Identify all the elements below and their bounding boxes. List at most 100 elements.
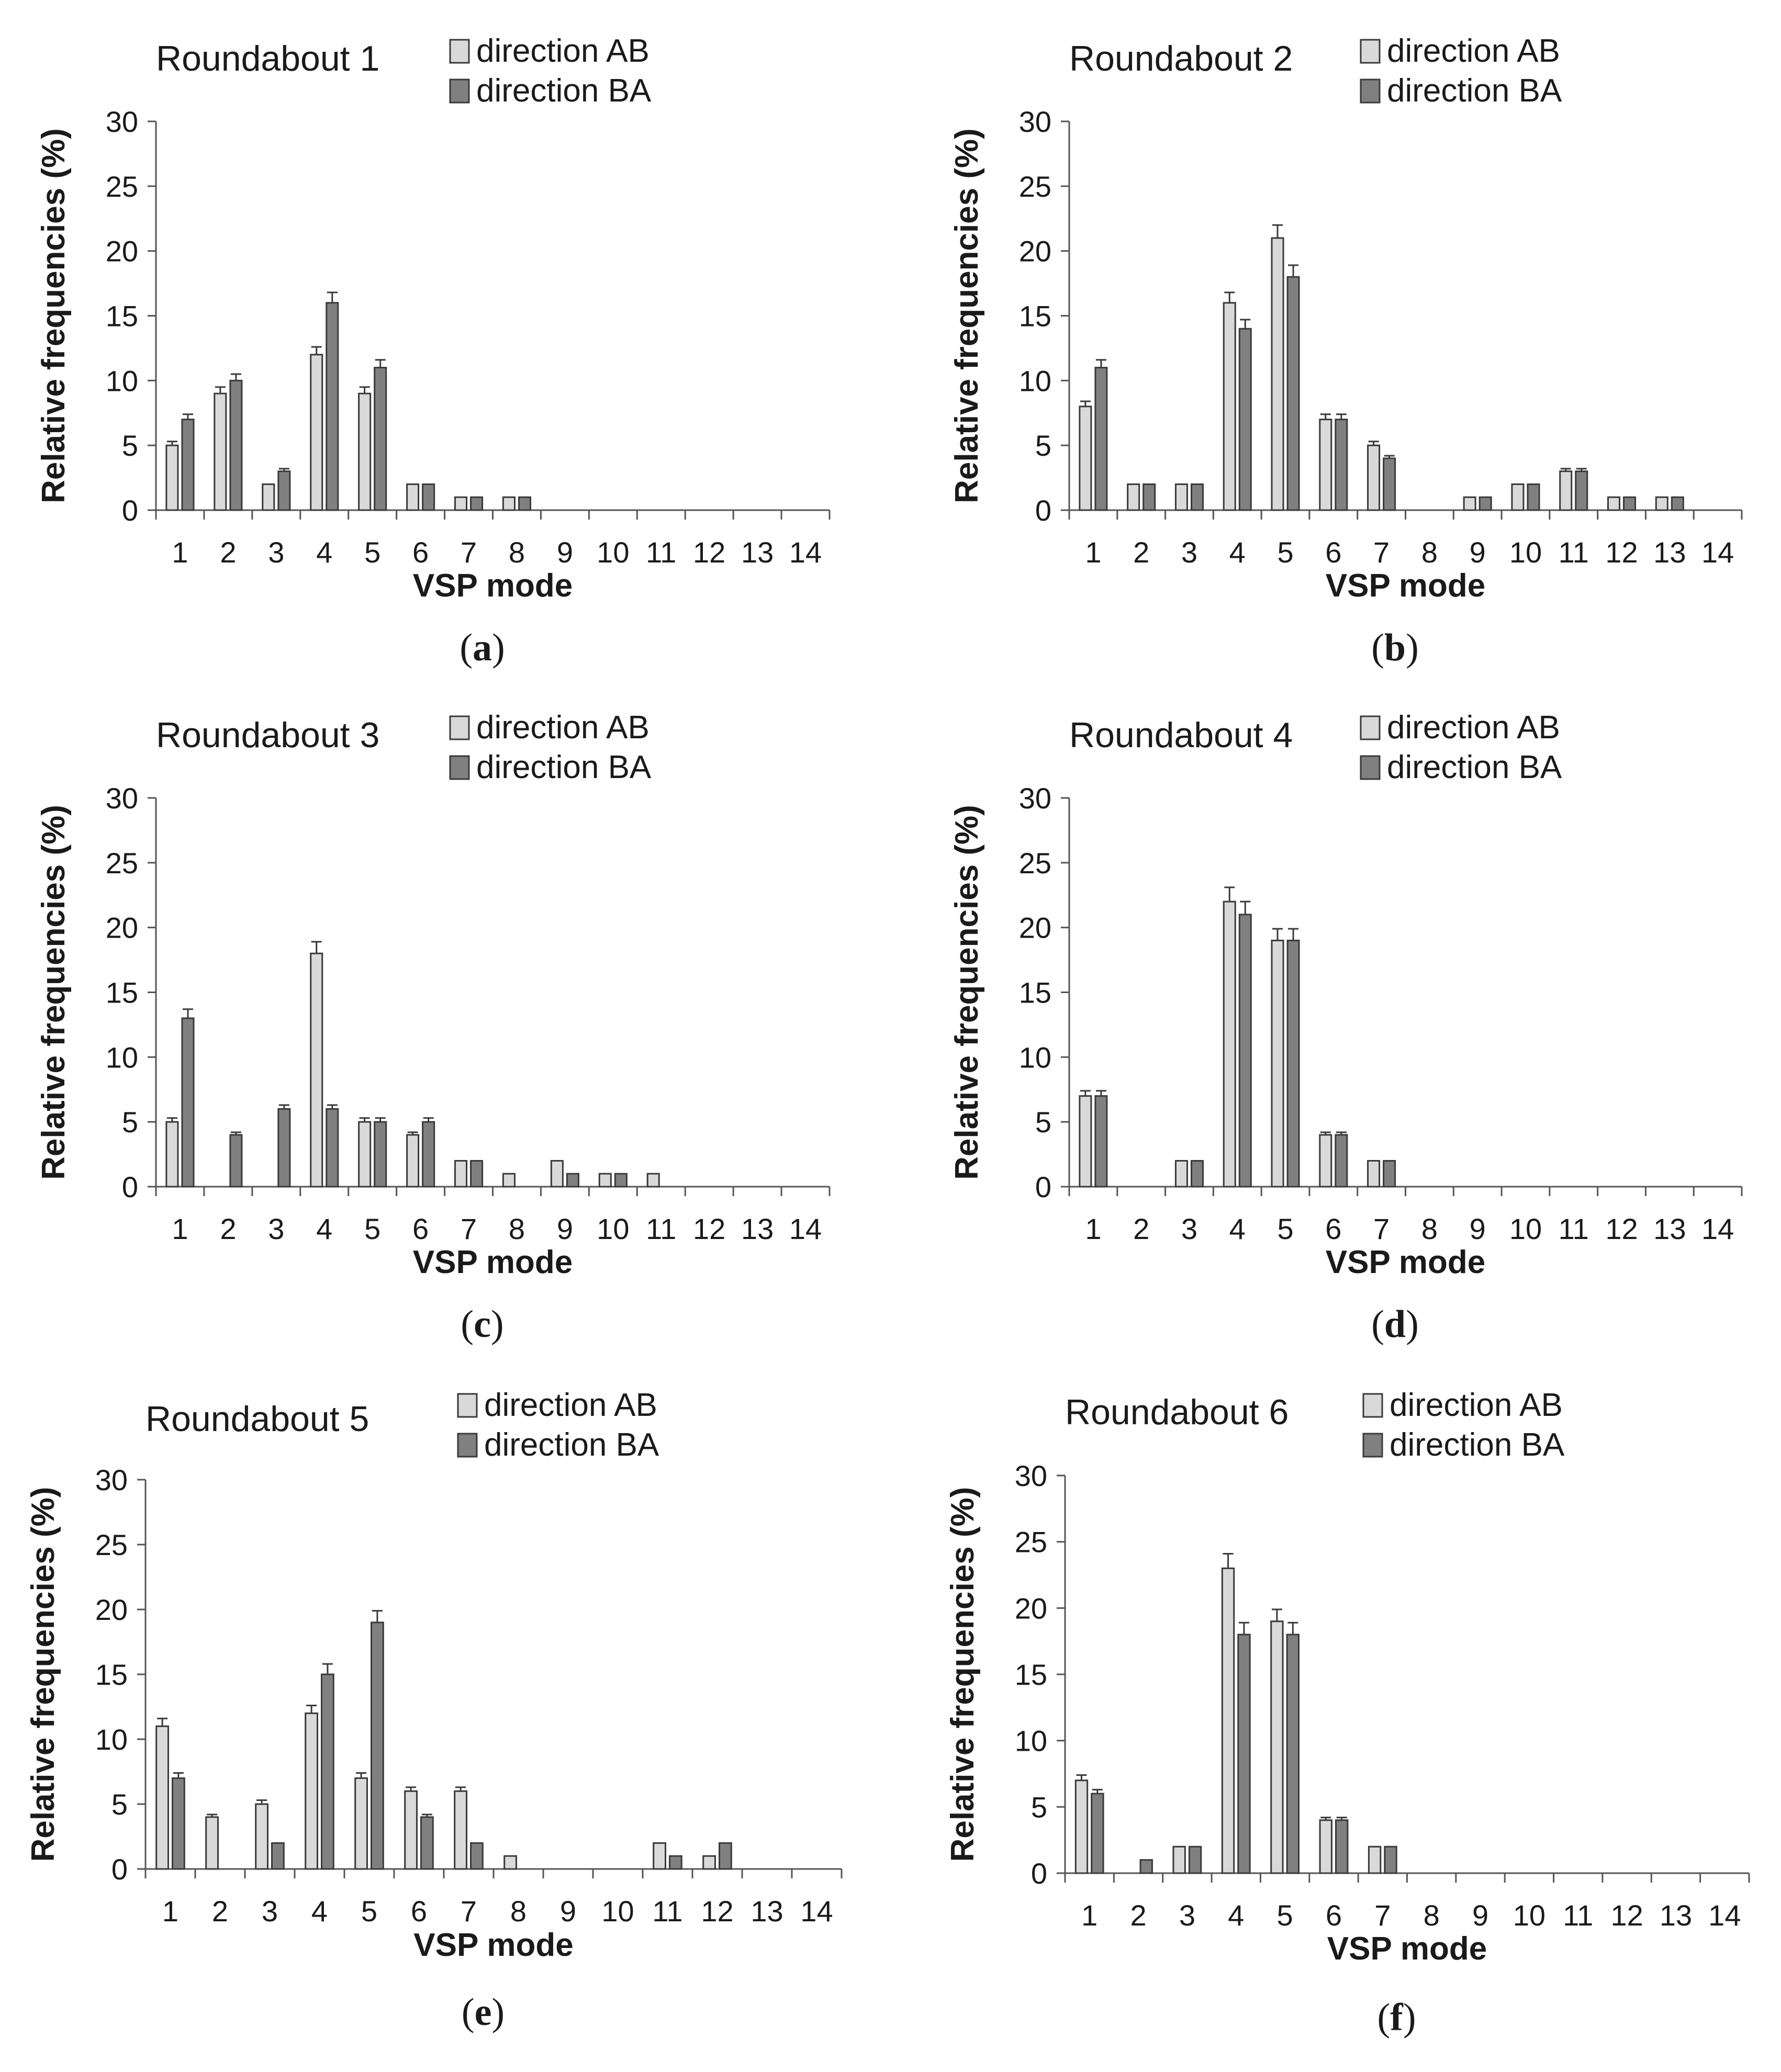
- x-tick-label: 6: [1325, 536, 1341, 569]
- x-axis-label: VSP mode: [1326, 568, 1486, 604]
- x-tick-label: 5: [1277, 1212, 1293, 1245]
- x-tick-label: 13: [1653, 1212, 1686, 1245]
- bar-ba-mode-8: [518, 496, 532, 511]
- legend-label-ab: direction AB: [476, 33, 649, 69]
- error-bar-ba-mode-3: [278, 468, 289, 471]
- bar-ab-mode-8: [502, 496, 516, 511]
- y-axis-label: Relative frequencies (%): [25, 1487, 61, 1862]
- x-tick-label: 11: [652, 1895, 682, 1928]
- legend-label-ab: direction AB: [484, 1387, 657, 1423]
- x-tick-label: 9: [557, 536, 573, 569]
- bar-ab-mode-6: [406, 483, 420, 511]
- x-tick-label: 5: [1277, 536, 1293, 569]
- x-tick-label: 2: [1133, 1212, 1149, 1245]
- bar-ba-mode-3: [1190, 483, 1204, 511]
- error-bar-ba-mode-1: [173, 1772, 184, 1778]
- y-tick-label: 10: [1019, 1041, 1051, 1074]
- x-tick-label: 12: [693, 1212, 725, 1245]
- bar-ab-mode-12: [702, 1855, 716, 1870]
- bar-ab-mode-4: [310, 952, 323, 1188]
- bar-ab-mode-7: [1367, 1159, 1381, 1188]
- bar-ab-mode-10: [1511, 483, 1525, 511]
- x-tick-label: 3: [268, 1212, 284, 1245]
- x-tick-label: 1: [172, 1212, 188, 1245]
- chart-panel-a: Roundabout 1 direction AB direction BA 0 5 10…: [36, 33, 831, 669]
- bar-ab-mode-1: [165, 444, 179, 511]
- x-tick-label: 10: [597, 536, 629, 569]
- error-bar-ba-mode-4: [1238, 1621, 1249, 1635]
- error-bar-ba-mode-3: [278, 1104, 289, 1109]
- error-bar-ab-mode-1: [166, 441, 177, 446]
- error-bar-ab-mode-1: [1080, 400, 1091, 407]
- chart-panel-e: Roundabout 5 direction AB direction BA 0 5 10…: [25, 1387, 843, 2034]
- x-axis-label: VSP mode: [413, 1244, 573, 1280]
- error-bar-ab-mode-1: [1076, 1774, 1087, 1781]
- x-tick-label: 6: [412, 1212, 429, 1245]
- x-tick-label: 3: [1179, 1899, 1195, 1932]
- bar-ba-mode-4: [326, 1108, 339, 1188]
- x-tick-label: 5: [1277, 1899, 1293, 1932]
- bar-ba-mode-12: [719, 1842, 732, 1870]
- legend-label-ba: direction BA: [476, 73, 652, 109]
- error-bar-ab-mode-7: [455, 1786, 466, 1792]
- y-tick-label: 15: [1019, 300, 1051, 333]
- legend-swatch-ab: [1360, 39, 1381, 64]
- x-tick-label: 10: [1509, 536, 1542, 569]
- y-tick-label: 0: [1035, 494, 1051, 527]
- error-bar-ab-mode-2: [207, 1814, 218, 1817]
- bar-ab-mode-1: [165, 1121, 179, 1188]
- bar-ab-mode-3: [255, 1803, 269, 1870]
- panel-label: (e): [462, 1991, 505, 2034]
- error-bar-ba-mode-6: [421, 1814, 432, 1817]
- bar-ba-mode-3: [1188, 1845, 1202, 1874]
- bar-ba-mode-9: [566, 1173, 579, 1188]
- bar-ab-mode-5: [358, 392, 372, 511]
- legend-label-ba: direction BA: [1387, 73, 1562, 109]
- x-tick-label: 6: [411, 1895, 427, 1928]
- bar-ba-mode-7: [470, 1159, 484, 1188]
- x-tick-label: 8: [510, 1895, 527, 1928]
- legend: direction AB direction BA: [1360, 33, 1562, 109]
- error-bar-ab-mode-4: [306, 1705, 317, 1714]
- bar-ba-mode-6: [1335, 1819, 1349, 1874]
- error-bar-ab-mode-6: [1320, 1817, 1331, 1820]
- y-tick-label: 25: [1015, 1526, 1047, 1559]
- bar-ab-mode-6: [404, 1790, 418, 1870]
- x-tick-label: 7: [1373, 536, 1390, 569]
- y-tick-label: 15: [95, 1658, 128, 1691]
- bar-ab-mode-5: [1270, 1620, 1284, 1874]
- error-bar-ba-mode-6: [1336, 1131, 1347, 1135]
- bar-ab-mode-4: [1223, 900, 1236, 1188]
- error-bar-ab-mode-4: [311, 346, 322, 355]
- x-tick-label: 5: [364, 1212, 380, 1245]
- error-bar-ba-mode-6: [1336, 413, 1347, 420]
- bar-ab-mode-1: [1079, 406, 1092, 511]
- bar-ab-mode-13: [1655, 496, 1668, 511]
- y-axis-label: Relative frequencies (%): [36, 128, 72, 503]
- x-tick-label: 1: [1085, 536, 1101, 569]
- chart-title: Roundabout 1: [156, 39, 379, 78]
- y-tick-label: 25: [1019, 847, 1051, 880]
- legend-swatch-ba: [449, 78, 470, 104]
- y-tick-label: 30: [95, 1463, 128, 1496]
- bar-ba-mode-9: [1478, 496, 1492, 511]
- legend-label-ba: direction BA: [484, 1427, 659, 1463]
- bar-ba-mode-11: [1575, 470, 1588, 511]
- error-bar-ba-mode-4: [322, 1663, 333, 1674]
- bar-ba-mode-7: [470, 1842, 484, 1870]
- bar-ba-mode-11: [669, 1855, 682, 1870]
- x-tick-label: 12: [701, 1895, 733, 1928]
- error-bar-ab-mode-4: [311, 941, 322, 954]
- error-bar-ab-mode-6: [406, 1786, 417, 1792]
- y-tick-label: 10: [1019, 364, 1051, 397]
- y-tick-label: 10: [1015, 1725, 1047, 1758]
- y-tick-label: 0: [122, 494, 138, 527]
- bar-ba-mode-1: [1094, 1095, 1108, 1188]
- x-tick-label: 11: [1563, 1899, 1593, 1932]
- bar-ba-mode-7: [1384, 1845, 1397, 1874]
- x-tick-label: 1: [1081, 1899, 1097, 1932]
- x-tick-label: 12: [1610, 1899, 1643, 1932]
- y-tick-label: 10: [95, 1723, 128, 1756]
- error-bar-ba-mode-1: [1095, 359, 1106, 368]
